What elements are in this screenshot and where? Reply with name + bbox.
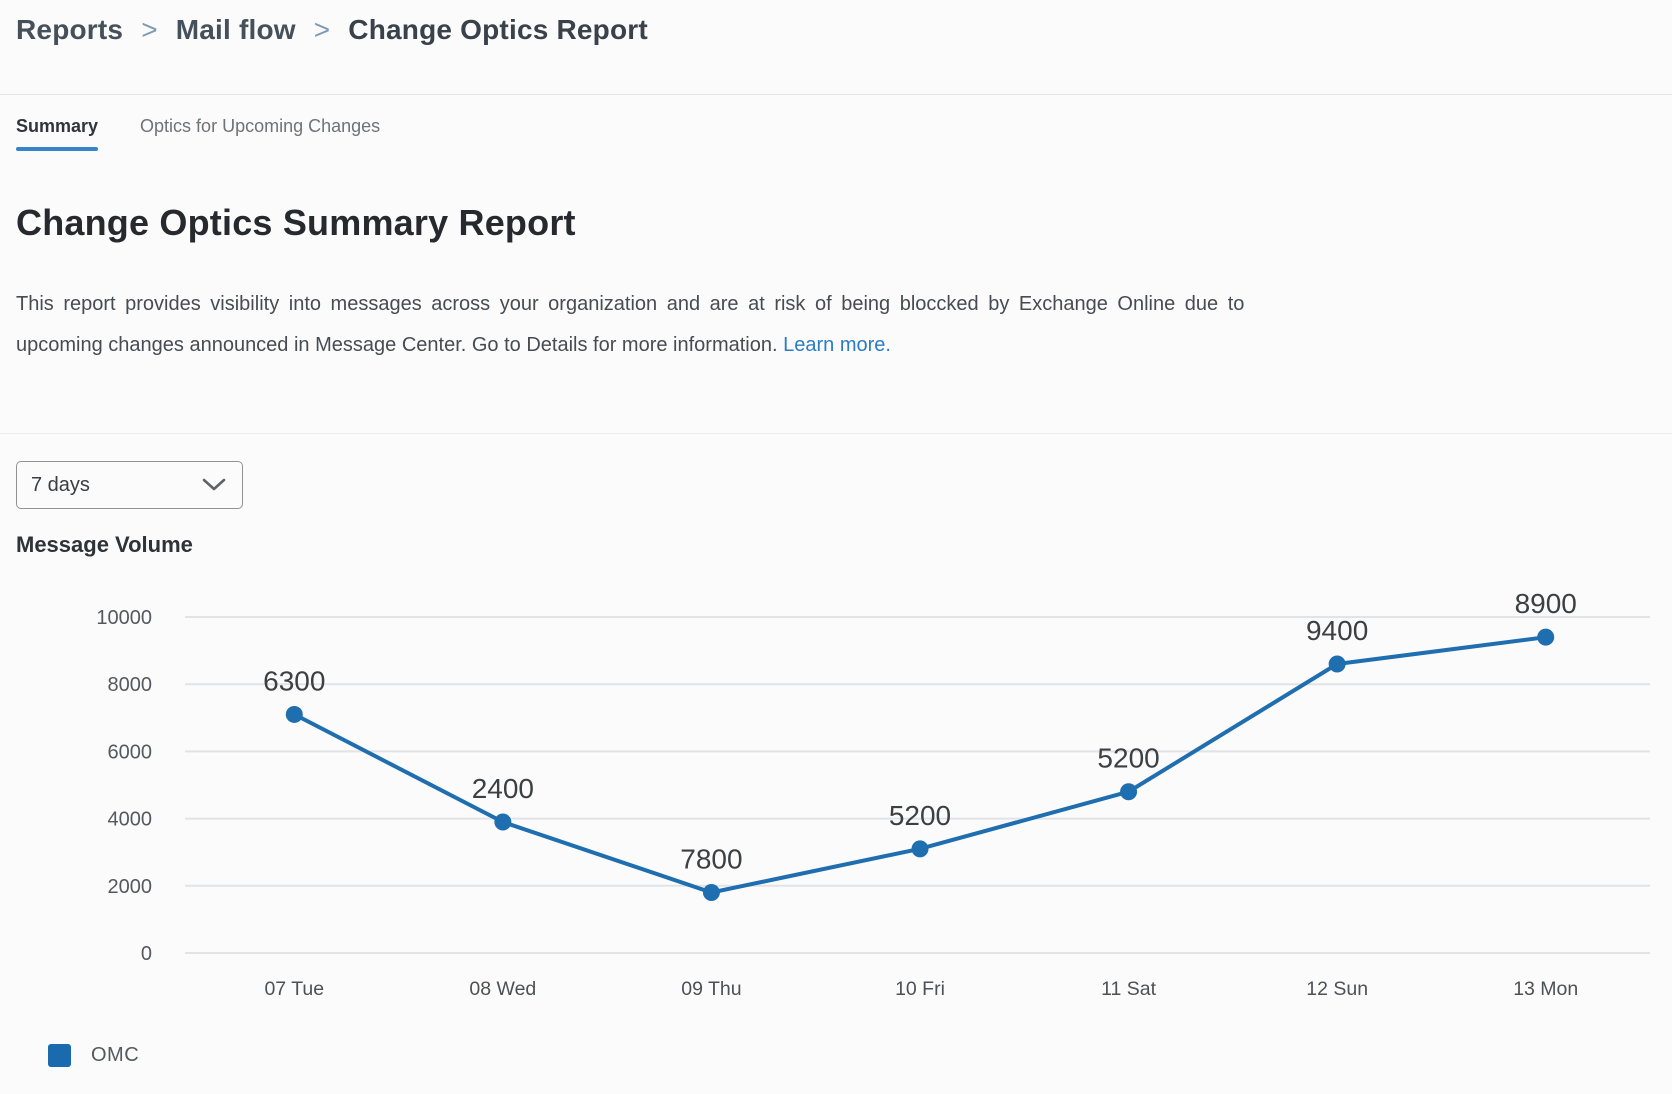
x-axis-tick-label: 13 Mon [1513,978,1578,1000]
breadcrumb-item-reports[interactable]: Reports [16,14,124,45]
tab-summary-underline [16,147,99,151]
chart-point[interactable] [702,884,720,902]
chart-data-label: 2400 [472,773,534,804]
chart-data-label: 5200 [1097,743,1159,774]
page-description: This report provides visibility into mes… [16,284,1306,366]
chart-title: Message Volume [16,532,193,557]
chart-point[interactable] [494,813,512,831]
breadcrumb-item-mail-flow[interactable]: Mail flow [175,14,296,45]
chevron-down-icon [202,478,226,491]
message-volume-chart: 0 2000 4000 6000 8000 10000 6300 07 Tue 2400 08 W… [96,588,1650,1000]
page-description-line2: upcoming changes announced in Message Ce… [16,334,778,356]
x-axis-tick-label: 11 Sat [1101,978,1157,1000]
tab-optics-label: Optics for Upcoming Changes [140,116,381,136]
page-description-line1: This report provides visibility into mes… [16,293,1245,315]
legend-swatch-omc [48,1044,71,1067]
y-axis-tick-label: 2000 [108,876,153,898]
chart-point[interactable] [1120,783,1138,801]
chart-data-label: 6300 [263,665,325,696]
chart-point[interactable] [285,705,303,723]
page-title: Change Optics Summary Report [16,202,576,243]
legend-label-omc: OMC [91,1044,140,1066]
tab-optics-for-upcoming-changes[interactable]: Optics for Upcoming Changes [140,116,380,151]
chart-point[interactable] [1328,655,1346,673]
x-axis-tick-label: 08 Wed [469,978,536,1000]
breadcrumb-item-change-optics-report: Change Optics Report [348,14,648,45]
chart-point[interactable] [911,840,929,858]
y-axis-tick-label: 4000 [108,809,153,831]
tab-summary-label: Summary [16,116,99,136]
y-axis-tick-label: 10000 [96,607,152,629]
tab-summary[interactable]: Summary [16,116,99,151]
time-range-dropdown[interactable]: 7 days [16,461,243,509]
y-axis-tick-label: 0 [141,943,152,965]
x-axis-tick-label: 12 Sun [1306,978,1368,1000]
header-divider [0,94,1672,95]
chart-data-label: 5200 [889,800,951,831]
legend: OMC [48,1044,139,1067]
y-axis-tick-label: 6000 [108,741,153,763]
y-axis-tick-label: 8000 [108,674,153,696]
tab-bar: Summary Optics for Upcoming Changes [16,116,380,151]
x-axis-tick-label: 09 Thu [681,978,741,1000]
learn-more-link[interactable]: Learn more. [783,334,891,356]
chart-data-label: 7800 [680,844,742,875]
chart-data-label: 9400 [1306,615,1368,646]
section-divider [0,433,1672,434]
breadcrumb: Reports > Mail flow > Change Optics Repo… [16,14,648,46]
x-axis-tick-label: 07 Tue [264,978,324,1000]
breadcrumb-separator: > [141,14,158,45]
chart-data-label: 8900 [1515,588,1577,619]
time-range-value: 7 days [31,473,90,496]
chart-point[interactable] [1537,628,1555,646]
x-axis-tick-label: 10 Fri [895,978,945,1000]
breadcrumb-separator: > [313,14,331,45]
